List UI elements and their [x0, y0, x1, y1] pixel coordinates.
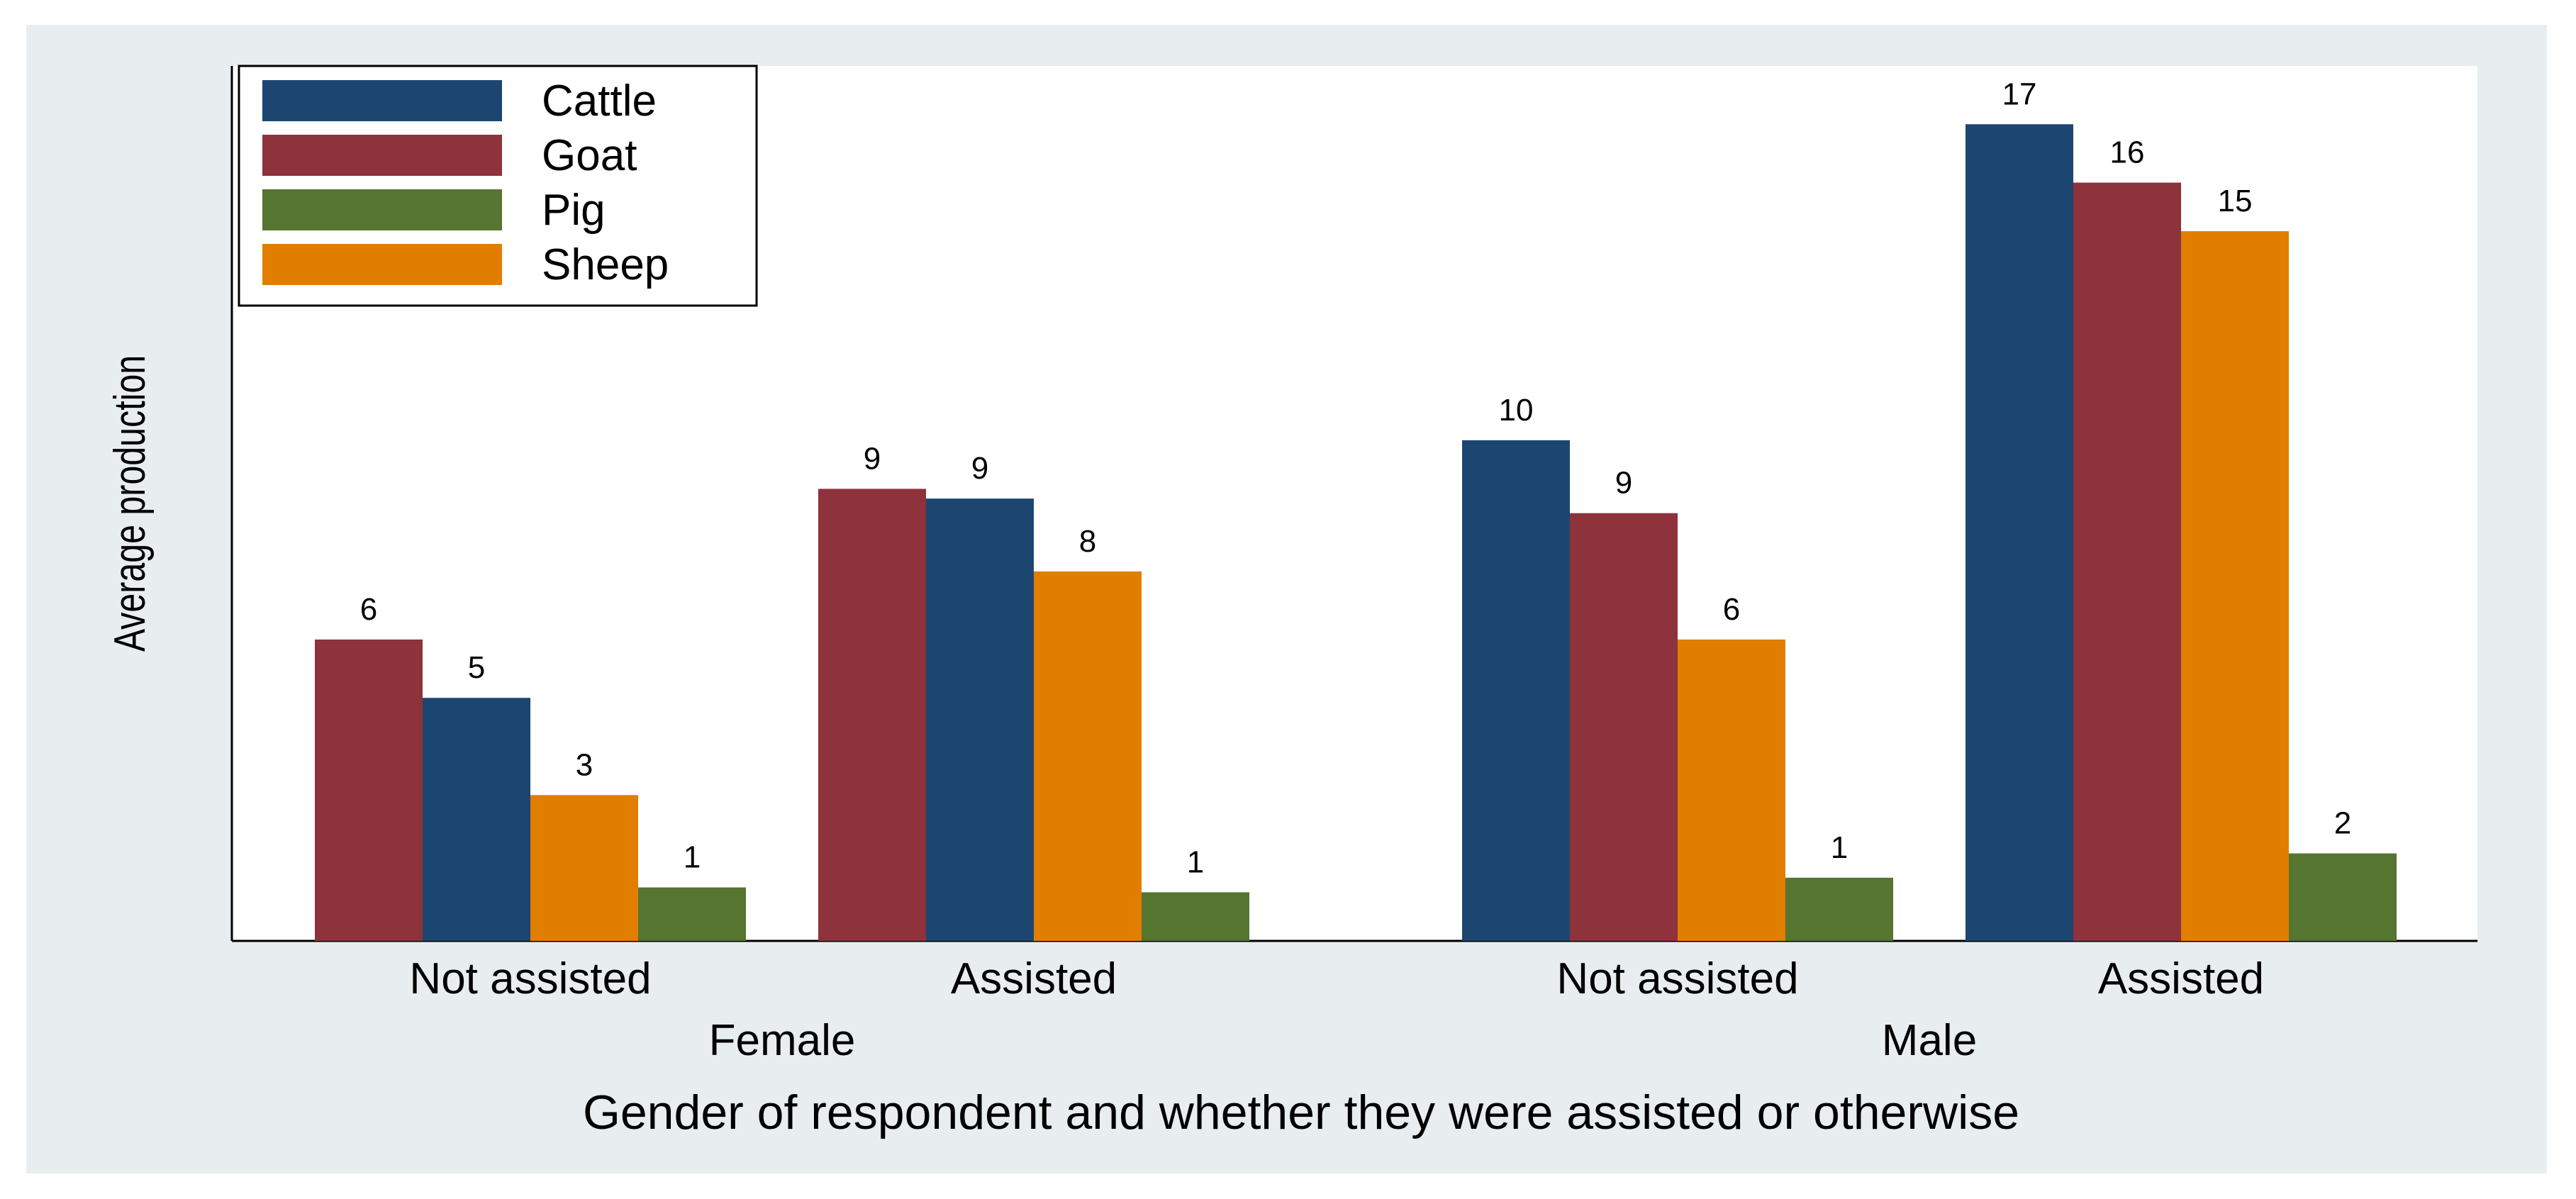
data-label: 6: [1723, 592, 1740, 627]
data-label: 10: [1499, 393, 1534, 428]
x-tick-label: Not assisted: [1556, 954, 1798, 1003]
chart-frame: 6 5 3 1 Not assisted 9 9 8 1 Assisted Female 10 9 6 1 N…: [26, 25, 2547, 1173]
x-tick-label: Assisted: [951, 954, 1117, 1003]
data-label: 6: [360, 592, 377, 627]
data-label: 5: [468, 650, 485, 685]
data-label: 9: [971, 451, 988, 486]
bar-male-not-assisted-goat: [1570, 513, 1678, 941]
legend-swatch-goat: [262, 135, 502, 176]
legend-swatch-sheep: [262, 244, 502, 285]
group-label-male: Male: [1882, 1016, 1977, 1065]
legend-label-cattle: Cattle: [542, 77, 657, 126]
data-label: 17: [2002, 77, 2037, 111]
bar-male-assisted-sheep: [2181, 231, 2289, 942]
data-label: 1: [1187, 844, 1204, 879]
legend-label-goat: Goat: [542, 131, 637, 180]
x-axis-label: Gender of respondent and whether they we…: [583, 1086, 2019, 1139]
bar-female-assisted-pig: [1142, 892, 1249, 941]
data-label: 8: [1079, 524, 1096, 559]
bar-female-not-assisted-pig: [638, 887, 746, 941]
data-label: 15: [2218, 184, 2253, 218]
data-label: 3: [576, 747, 593, 782]
legend-label-sheep: Sheep: [542, 240, 669, 289]
bar-male-assisted-goat: [2073, 182, 2181, 941]
bar-male-assisted-pig: [2289, 853, 2397, 941]
bar-female-not-assisted-cattle: [423, 698, 530, 941]
data-label: 1: [1831, 830, 1848, 865]
x-tick-label: Not assisted: [409, 954, 651, 1003]
data-label: 2: [2334, 806, 2351, 841]
bar-female-not-assisted-goat: [315, 639, 423, 941]
data-label: 9: [1615, 466, 1632, 501]
legend-swatch-cattle: [262, 80, 502, 121]
data-label: 9: [864, 441, 881, 476]
group-label-female: Female: [709, 1016, 856, 1065]
bar-male-assisted-cattle: [1966, 124, 2073, 942]
legend-label-pig: Pig: [542, 186, 606, 235]
legend: Cattle Goat Pig Sheep: [238, 65, 758, 307]
data-label: 1: [684, 840, 701, 875]
bar-male-not-assisted-cattle: [1462, 440, 1570, 941]
bar-female-not-assisted-sheep: [530, 795, 638, 941]
bar-female-assisted-cattle: [926, 498, 1034, 941]
bar-male-not-assisted-pig: [1785, 877, 1893, 941]
bars: 6 5 3 1 Not assisted 9 9 8 1 Assisted Female 10 9 6 1 N…: [315, 77, 2397, 1065]
x-tick-label: Assisted: [2098, 954, 2264, 1003]
bar-female-assisted-goat: [818, 489, 926, 941]
chart-svg: 6 5 3 1 Not assisted 9 9 8 1 Assisted Female 10 9 6 1 N…: [105, 65, 2477, 1139]
y-axis-label: Average production: [105, 355, 154, 652]
bar-female-assisted-sheep: [1034, 571, 1142, 941]
bar-male-not-assisted-sheep: [1678, 639, 1785, 941]
legend-swatch-pig: [262, 189, 502, 230]
data-label: 16: [2110, 135, 2145, 170]
